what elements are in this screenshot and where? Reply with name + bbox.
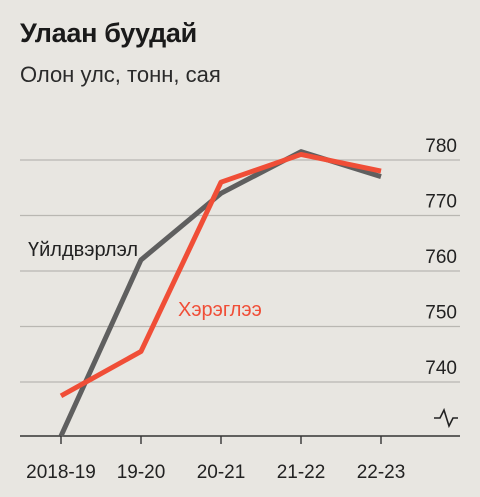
- y-tick-label: 770: [425, 192, 457, 213]
- y-tick-label: 740: [425, 358, 457, 379]
- series-label: Хэрэглээ: [178, 299, 262, 321]
- chart-title: Улаан буудай: [20, 18, 197, 48]
- series-label: Үйлдвэрлэл: [28, 239, 138, 261]
- series-line-consumption: [59, 151, 382, 399]
- x-tick-label: 22-23: [357, 462, 406, 483]
- y-tick-label: 750: [425, 303, 457, 324]
- x-tick-label: 20-21: [197, 462, 246, 483]
- chart-subtitle: Олон улс, тонн, сая: [20, 62, 221, 87]
- x-tick-label: 2018-19: [26, 462, 96, 483]
- series-line-production: [58, 149, 382, 438]
- axis-break-icon: [434, 407, 458, 429]
- y-tick-label: 780: [425, 136, 457, 157]
- x-tick-label: 21-22: [277, 462, 326, 483]
- x-tick-label: 19-20: [117, 462, 166, 483]
- y-tick-label: 760: [425, 247, 457, 268]
